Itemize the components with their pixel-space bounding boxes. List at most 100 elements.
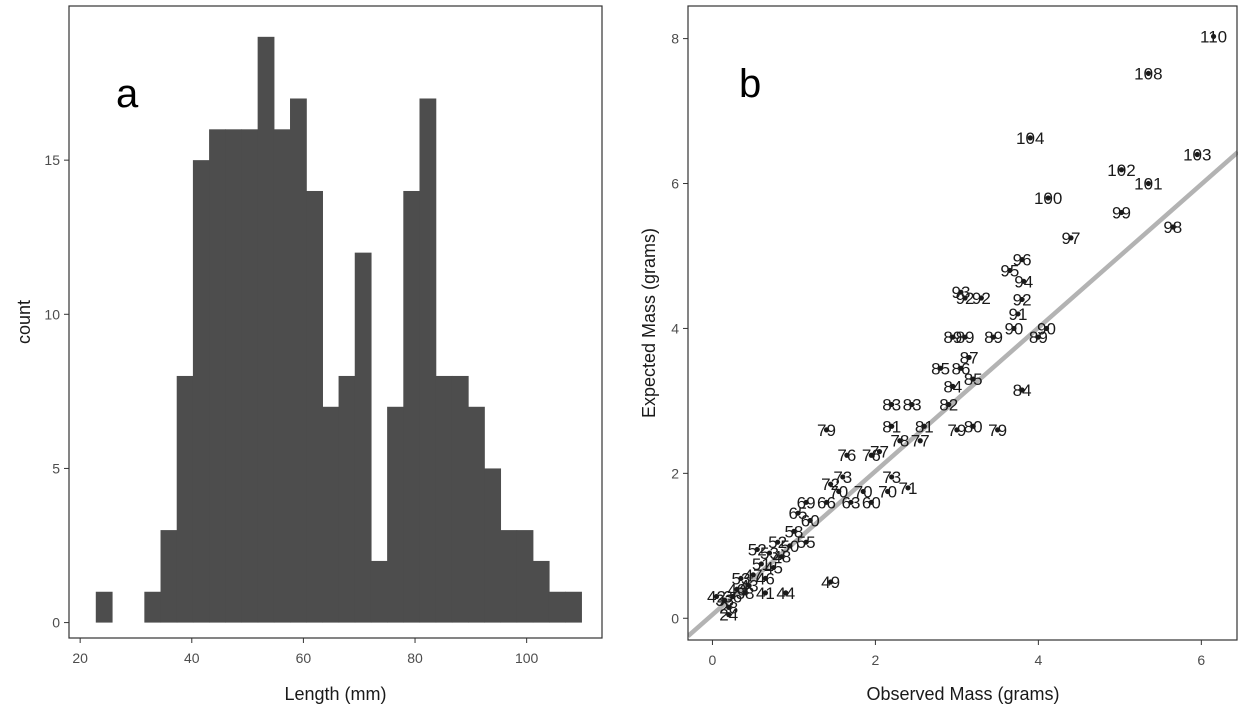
point-label: 91 [1009, 305, 1028, 324]
x-tick-label: 0 [709, 652, 717, 668]
data-point [783, 590, 789, 596]
point-label: 99 [1112, 204, 1131, 223]
point-label: 82 [939, 396, 958, 415]
histogram-bar [209, 129, 226, 623]
y-tick-label: 8 [671, 31, 679, 47]
data-point [958, 365, 964, 371]
histogram-bar [435, 375, 453, 623]
point-label: 55 [797, 533, 816, 552]
data-point [844, 452, 850, 458]
point-label: 85 [931, 359, 950, 378]
data-point [970, 376, 976, 382]
data-point [978, 295, 984, 301]
data-point [1021, 278, 1027, 284]
point-label: 79 [988, 421, 1007, 440]
point-label: 63 [842, 493, 861, 512]
histogram-bar [565, 591, 582, 623]
point-label: 53 [732, 569, 751, 588]
point-label: 53 [760, 544, 779, 563]
point-label: 71 [899, 479, 918, 498]
histogram-bar [290, 98, 307, 623]
y-axis-title: Expected Mass (grams) [639, 228, 659, 418]
data-point [860, 488, 866, 495]
data-point [1118, 209, 1125, 216]
plot-frame [687, 5, 1238, 641]
point-label: 70 [829, 482, 848, 501]
panel-letter-b: b [739, 62, 761, 106]
histogram-bar [468, 406, 485, 623]
histogram-bar [322, 406, 340, 623]
data-point [1170, 224, 1176, 230]
histogram-bar [370, 560, 388, 623]
data-point [889, 474, 895, 480]
point-label: 79 [817, 421, 836, 440]
data-point [1011, 325, 1017, 332]
data-point [958, 289, 964, 295]
histogram-bar [484, 468, 502, 623]
data-point [1019, 257, 1025, 263]
scatter-panel: 110 108 104 103 102 101 100 99 98 97 96 95 94 93 92 92 9… [615, 0, 1238, 709]
histogram-bar [144, 591, 162, 623]
point-label: 66 [817, 493, 836, 512]
y-tick-label: 6 [671, 176, 679, 192]
data-point [1043, 325, 1050, 332]
point-label: 95 [1000, 261, 1019, 280]
point-label: 81 [882, 417, 901, 436]
data-point [950, 383, 956, 389]
point-label: 101 [1134, 175, 1162, 194]
y-tick-label: 10 [44, 306, 60, 322]
x-axis-title: Length (mm) [284, 684, 386, 704]
data-point [726, 612, 732, 618]
data-point [1019, 387, 1025, 393]
point-label: 102 [1107, 161, 1135, 180]
point-label: 104 [1016, 129, 1044, 148]
point-label: 89 [1029, 328, 1048, 347]
data-point [803, 539, 809, 545]
point-label: 65 [789, 504, 808, 523]
data-point [742, 590, 748, 596]
data-point [868, 499, 874, 505]
data-point [836, 488, 842, 495]
point-label: 110 [1200, 27, 1227, 46]
point-label: 49 [821, 573, 840, 592]
point-label: 41 [756, 584, 775, 603]
point-label: 42 [707, 588, 726, 607]
point-label: 72 [821, 475, 840, 494]
data-point [909, 401, 915, 408]
point-label: 58 [784, 522, 803, 541]
data-point [1035, 334, 1041, 340]
data-point [990, 334, 997, 340]
data-point [750, 572, 756, 578]
data-point [1210, 33, 1217, 40]
plot-frame [68, 5, 603, 639]
length-histogram: 20 40 60 80 100 0 5 10 15 Length (mm) count a [14, 5, 603, 704]
point-label: 77 [911, 432, 930, 451]
data-point [889, 423, 895, 429]
point-label: 90 [1004, 319, 1023, 338]
y-tick-label: 2 [671, 465, 679, 481]
point-label: 86 [952, 359, 971, 378]
histogram-bar [516, 530, 534, 623]
point-label: 24 [719, 606, 738, 625]
point-label: 76 [837, 446, 856, 465]
point-label: 73 [882, 468, 901, 487]
point-label: 76 [862, 446, 881, 465]
histogram-bar [338, 375, 356, 623]
point-label: 85 [964, 370, 983, 389]
point-label: 81 [915, 417, 934, 436]
data-point [848, 499, 854, 505]
point-label: 89 [943, 328, 962, 347]
histogram-panel: 20 40 60 80 100 0 5 10 15 Length (mm) count a [0, 0, 615, 709]
histogram-bar [387, 406, 404, 623]
x-tick-label: 6 [1197, 652, 1205, 668]
point-label: 84 [1013, 381, 1032, 400]
data-point [795, 510, 801, 516]
y-tick-label: 4 [671, 320, 679, 336]
data-point [722, 597, 728, 603]
x-tick-label: 80 [407, 650, 423, 666]
histogram-bar [548, 591, 566, 623]
point-label: 52 [748, 540, 767, 559]
y-tick-label: 5 [52, 460, 60, 476]
point-label: 46 [756, 569, 775, 588]
histogram-bar [419, 98, 437, 623]
